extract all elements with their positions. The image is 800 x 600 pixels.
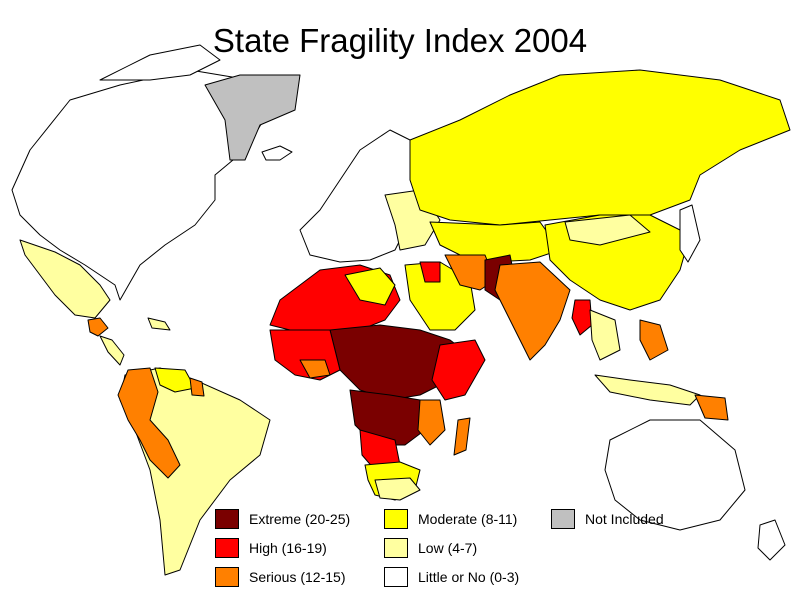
- legend-item-high: High (16-19): [215, 537, 327, 559]
- legend-swatch: [215, 509, 239, 529]
- south-asia-region: [494, 261, 571, 361]
- legend-swatch: [551, 509, 575, 529]
- central-america-low-region: [99, 335, 125, 366]
- south-africa-region: [374, 477, 421, 501]
- legend-item-low: Low (4-7): [384, 537, 477, 559]
- legend-label: Extreme (20-25): [249, 511, 351, 527]
- caribbean-region: [147, 317, 171, 331]
- legend-item-extreme: Extreme (20-25): [215, 508, 350, 530]
- legend-item-serious: Serious (12-15): [215, 566, 346, 588]
- southeast-asia-region: [589, 309, 621, 361]
- japan-region: [679, 204, 701, 263]
- russia-region: [409, 69, 791, 226]
- andean-serious-region: [117, 367, 181, 479]
- new-zealand-region: [757, 519, 786, 561]
- legend-label: Serious (12-15): [249, 569, 346, 585]
- iceland-region: [261, 145, 293, 161]
- madagascar-region: [453, 417, 471, 456]
- legend-item-not-included: Not Included: [551, 508, 664, 530]
- central-africa-region: [349, 389, 426, 446]
- east-africa-serious-region: [417, 399, 446, 446]
- mongolia-region: [564, 214, 651, 246]
- legend-swatch: [384, 567, 408, 587]
- legend-swatch: [384, 509, 408, 529]
- map-title: State Fragility Index 2004: [212, 22, 588, 59]
- central-asia-region: [429, 221, 561, 263]
- guyana-region: [189, 377, 205, 397]
- myanmar-region: [571, 299, 593, 336]
- greenland-region: [204, 74, 301, 161]
- west-africa-serious-region: [299, 359, 331, 379]
- iraq-region: [419, 261, 441, 283]
- mexico-region: [19, 239, 111, 319]
- legend-label: High (16-19): [249, 540, 327, 556]
- indonesia-region: [594, 374, 701, 406]
- legend-label: Low (4-7): [418, 540, 478, 556]
- legend-label: Little or No (0-3): [418, 569, 520, 585]
- central-america-region: [87, 317, 109, 337]
- south-america-region: [119, 367, 271, 576]
- north-america-region: [11, 69, 271, 301]
- papua-region: [694, 394, 729, 421]
- maghreb-region: [344, 267, 396, 306]
- legend-label: Not Included: [585, 511, 664, 527]
- legend-swatch: [215, 567, 239, 587]
- legend-swatch: [215, 538, 239, 558]
- legend-swatch: [384, 538, 408, 558]
- philippines-region: [639, 319, 669, 361]
- venezuela-region: [154, 367, 196, 393]
- arctic-islands-region: [99, 44, 221, 81]
- legend-label: Moderate (8-11): [418, 511, 518, 527]
- horn-of-africa-region: [431, 339, 486, 401]
- legend-item-moderate: Moderate (8-11): [384, 508, 517, 530]
- australia-region: [604, 419, 746, 531]
- legend-item-little-or-no: Little or No (0-3): [384, 566, 519, 588]
